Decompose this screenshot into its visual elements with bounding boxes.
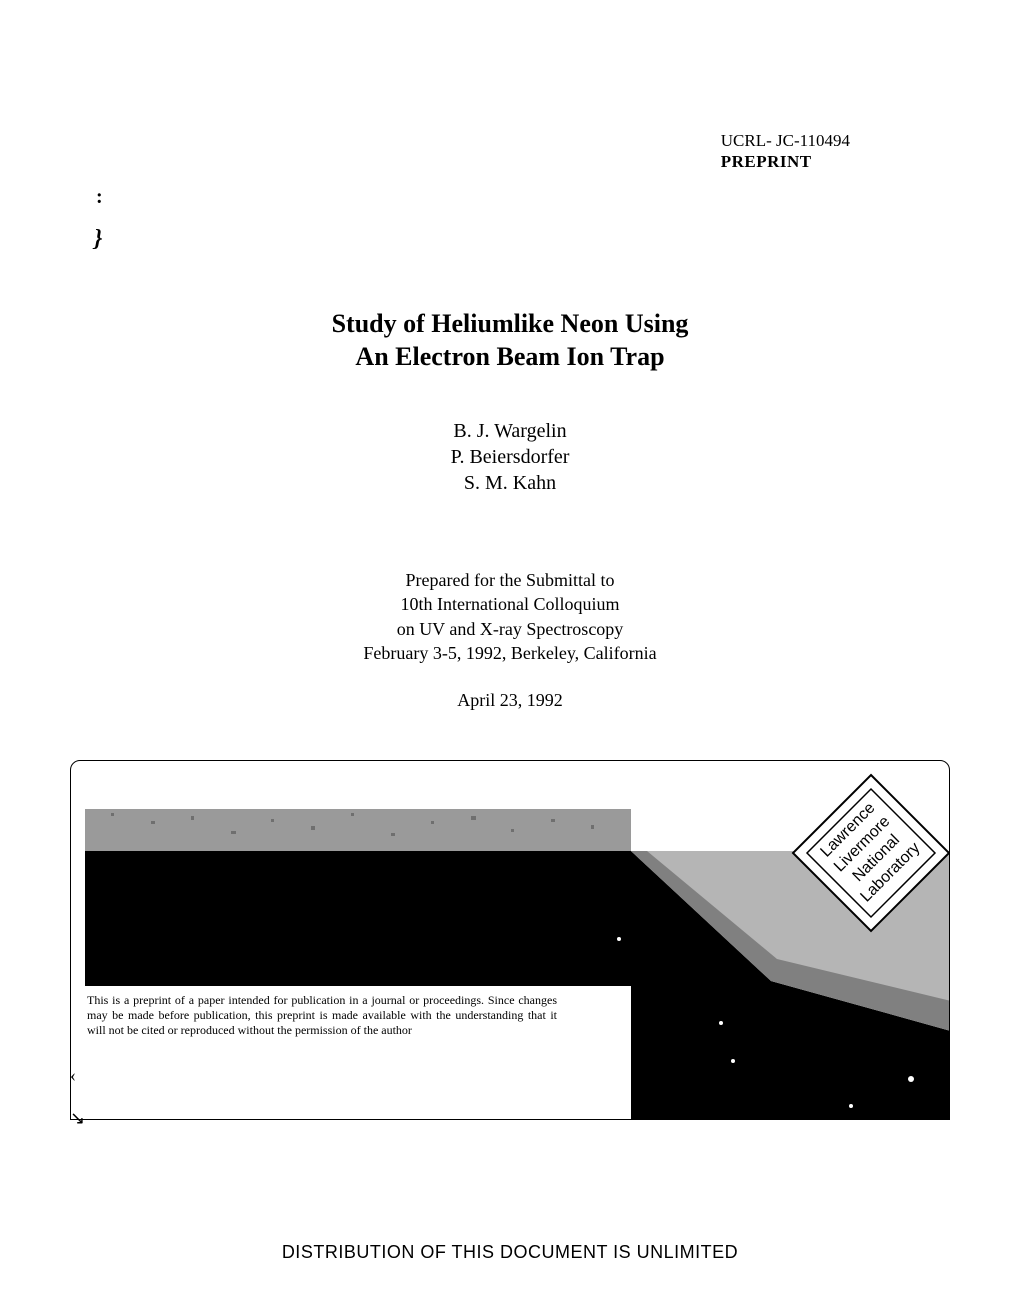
prepared-line: on UV and X-ray Spectroscopy (0, 617, 1020, 641)
author: B. J. Wargelin (0, 418, 1020, 444)
report-identifier: UCRL- JC-110494 PREPRINT (721, 130, 850, 173)
margin-mark-arrow: ↘ (70, 1108, 85, 1129)
title-line-2: An Electron Beam Ion Trap (355, 342, 664, 371)
margin-mark-tick: ‹ (70, 1065, 76, 1086)
prepared-line: Prepared for the Submittal to (0, 568, 1020, 592)
author-list: B. J. Wargelin P. Beiersdorfer S. M. Kah… (0, 418, 1020, 496)
cover-graphic-svg: Lawrence Livermore National Laboratory (71, 761, 950, 1120)
margin-mark-hook: } (94, 226, 102, 253)
graphic-texture-band (85, 809, 631, 851)
prepared-line: 10th International Colloquium (0, 592, 1020, 616)
preprint-cover-page: UCRL- JC-110494 PREPRINT : } Study of He… (0, 0, 1020, 1303)
prepared-for-block: Prepared for the Submittal to 10th Inter… (0, 568, 1020, 665)
prepared-line: February 3-5, 1992, Berkeley, California (0, 641, 1020, 665)
report-type: PREPRINT (721, 151, 850, 172)
document-date: April 23, 1992 (0, 690, 1020, 711)
llnl-cover-graphic: Lawrence Livermore National Laboratory T… (70, 760, 950, 1120)
author: S. M. Kahn (0, 470, 1020, 496)
author: P. Beiersdorfer (0, 444, 1020, 470)
distribution-statement: DISTRIBUTION OF THIS DOCUMENT IS UNLIMIT… (0, 1242, 1020, 1263)
preprint-disclaimer: This is a preprint of a paper intended f… (87, 993, 557, 1038)
margin-mark-dots: : (96, 186, 103, 209)
title-line-1: Study of Heliumlike Neon Using (332, 309, 689, 338)
report-id-line: UCRL- JC-110494 (721, 130, 850, 151)
document-title: Study of Heliumlike Neon Using An Electr… (0, 308, 1020, 373)
